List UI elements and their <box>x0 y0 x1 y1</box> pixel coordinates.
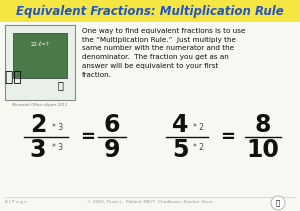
Bar <box>13 33 67 78</box>
Text: 5: 5 <box>172 138 188 162</box>
Text: One way to find equivalent fractions is to use
the “Multiplication Rule.”  Just : One way to find equivalent fractions is … <box>82 28 245 78</box>
Text: * 3: * 3 <box>52 123 63 131</box>
Text: 🧑‍🏫: 🧑‍🏫 <box>4 70 21 84</box>
Text: 10: 10 <box>247 138 279 162</box>
Bar <box>0 0 300 22</box>
Text: © 2003, Trista L.  Pollard, NBCT  Chadbourn Teacher Store: © 2003, Trista L. Pollard, NBCT Chadbour… <box>87 200 213 204</box>
Text: =: = <box>80 128 95 146</box>
Text: =: = <box>220 128 236 146</box>
Text: 2: 2 <box>30 113 46 137</box>
Text: Microsoft Office clipart 2011: Microsoft Office clipart 2011 <box>12 103 68 107</box>
Text: 3: 3 <box>30 138 46 162</box>
Text: 🧒: 🧒 <box>57 80 63 90</box>
Circle shape <box>271 196 285 210</box>
Text: 8: 8 <box>255 113 271 137</box>
Text: Equivalent Fractions: Multiplication Rule: Equivalent Fractions: Multiplication Rul… <box>16 4 284 18</box>
Text: * 2: * 2 <box>193 123 204 131</box>
Text: 22-ℓ=?: 22-ℓ=? <box>31 42 50 47</box>
Text: 4: 4 <box>172 113 188 137</box>
Text: 9: 9 <box>104 138 120 162</box>
Text: 🏆: 🏆 <box>276 200 280 206</box>
Text: * 3: * 3 <box>52 143 63 153</box>
Text: 6: 6 <box>104 113 120 137</box>
Bar <box>5 25 75 100</box>
Text: * 2: * 2 <box>193 143 204 153</box>
Text: 8 | P a g e: 8 | P a g e <box>5 200 27 204</box>
